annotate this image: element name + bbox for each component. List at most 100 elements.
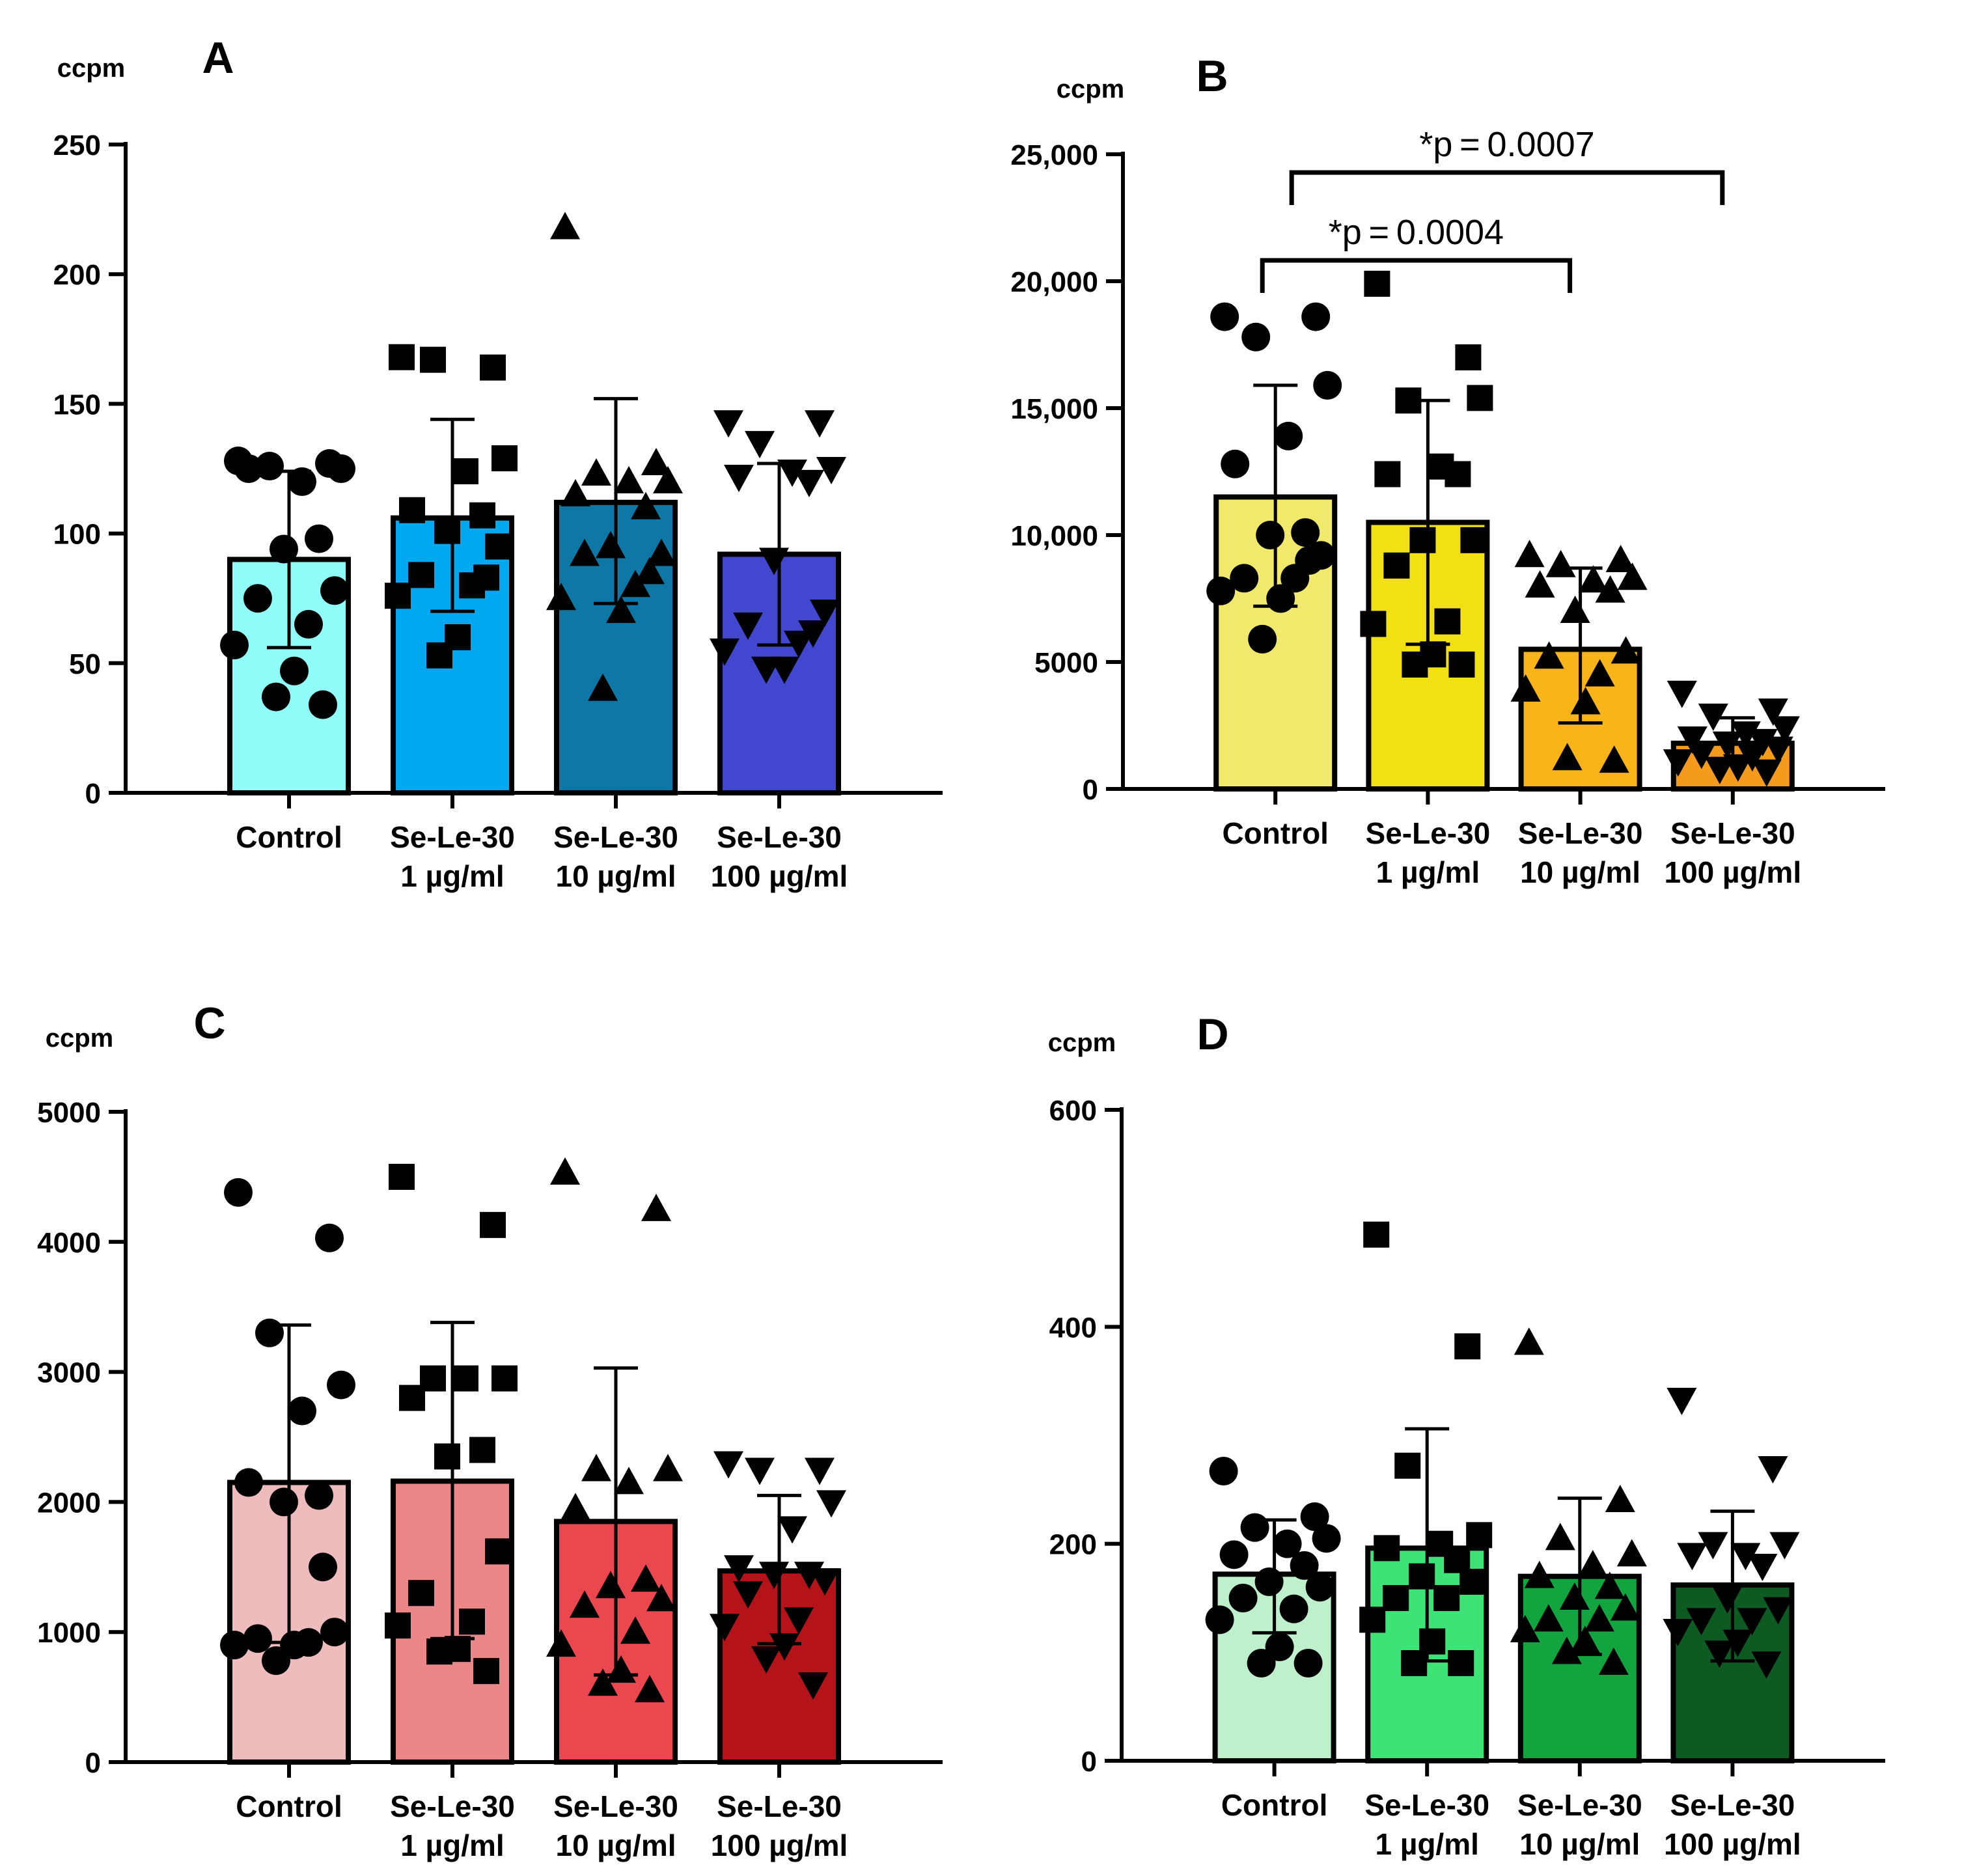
panel-a-category-label-2-1: 10 µg/ml	[555, 859, 676, 893]
panel-b-point-0-13	[1248, 624, 1277, 654]
panel-b-point-1-13	[1402, 651, 1428, 678]
panel-c-point-1-5	[399, 1385, 425, 1411]
panel-a-ytick-label-5: 250	[53, 130, 101, 161]
panel-a-category-label-1-1: 1 µg/ml	[400, 859, 504, 893]
panel-d-point-2-11	[1510, 1615, 1540, 1642]
panel-d-point-0-9	[1228, 1584, 1258, 1612]
panel-b-significance-label-1: *p = 0.0007	[1419, 125, 1594, 164]
panel-b-point-1-7	[1409, 527, 1436, 553]
panel-d-point-2-9	[1533, 1604, 1564, 1632]
panel-d-point-3-6	[1747, 1554, 1778, 1581]
panel-b-point-2-3	[1617, 562, 1648, 590]
panel-c-point-3-14	[798, 1672, 828, 1700]
panel-a-category-label-0-0: Control	[236, 820, 342, 854]
panel-b-point-0-14	[1295, 546, 1324, 575]
panel-c-point-1-4	[452, 1365, 478, 1392]
panel-a-point-2-3	[653, 465, 683, 493]
panel-a-point-3-10	[784, 630, 814, 658]
panel-a-point-3-7	[759, 547, 789, 575]
panel-a-point-0-14	[309, 690, 337, 719]
panel-d-point-3-7	[1712, 1586, 1743, 1614]
panel-c-point-1-13	[426, 1638, 452, 1665]
panel-d-point-2-5	[1524, 1560, 1555, 1588]
panel-c-point-0-2	[255, 1318, 284, 1347]
panel-c-point-1-9	[408, 1580, 434, 1607]
panel-b-letter: B	[1196, 51, 1228, 101]
panel-b-point-2-7	[1560, 596, 1590, 623]
panel-b-point-0-0	[1210, 302, 1239, 331]
panel-a-point-0-13	[262, 682, 290, 711]
panel-b-point-3-8	[1763, 736, 1793, 764]
panel-c-point-3-13	[751, 1646, 781, 1674]
panel-b-point-1-6	[1445, 461, 1471, 488]
panel-d-category-label-2-0: Se-Le-30	[1517, 1788, 1642, 1822]
panel-c-point-0-14	[309, 1552, 337, 1582]
panel-a-point-1-8	[485, 533, 511, 560]
panel-b-category-label-0-0: Control	[1222, 816, 1329, 850]
panel-a-category-label-3-1: 100 µg/ml	[711, 859, 848, 893]
panel-d-point-0-14	[1293, 1649, 1323, 1677]
panel-d-point-2-10	[1584, 1604, 1614, 1632]
panel-d-point-1-11	[1359, 1607, 1386, 1633]
panel-a-point-1-11	[385, 583, 411, 609]
panel-d-point-1-14	[1448, 1650, 1474, 1676]
panel-d-point-0-11	[1205, 1605, 1234, 1635]
panel-a-point-2-2	[581, 458, 611, 486]
panel-d-point-3-12	[1722, 1629, 1753, 1657]
panel-b-point-1-3	[1467, 385, 1493, 411]
panel-c-ytick-label-5: 5000	[37, 1097, 101, 1129]
panel-a-point-3-11	[710, 638, 740, 666]
panel-d-point-1-3	[1466, 1522, 1493, 1549]
panel-b-category-label-2-1: 10 µg/ml	[1520, 855, 1640, 889]
panel-b-significance-bracket-0	[1260, 258, 1573, 293]
panel-c-point-2-9	[570, 1590, 600, 1618]
panel-d-point-3-11	[1663, 1619, 1693, 1646]
panel-b-point-0-11	[1206, 576, 1236, 605]
panel-b-ytick-label-4: 20,000	[1010, 266, 1098, 298]
panel-a-point-0-11	[220, 630, 249, 659]
panel-c-point-3-10	[784, 1607, 814, 1635]
panel-b-point-1-8	[1460, 527, 1487, 553]
panel-a-point-1-13	[426, 642, 452, 669]
panel-a-letter: A	[202, 33, 234, 83]
panel-c-point-1-1	[480, 1211, 506, 1238]
panel-c-point-0-8	[320, 1618, 349, 1647]
panel-b-point-2-6	[1595, 575, 1625, 603]
panel-a-point-3-8	[810, 600, 840, 628]
panel-c-point-0-5	[234, 1468, 263, 1497]
panel-d-point-1-8	[1459, 1569, 1486, 1595]
panel-c-point-2-5	[560, 1493, 590, 1521]
panel-c-point-3-5	[724, 1555, 754, 1583]
panel-d-point-3-4	[1730, 1543, 1761, 1571]
panel-d-point-3-8	[1763, 1597, 1793, 1625]
panel-b-point-2-1	[1605, 545, 1636, 572]
panel-a-point-2-5	[560, 478, 590, 506]
panel-c-point-3-0	[713, 1451, 743, 1479]
panel-a-point-1-4	[452, 458, 478, 484]
panel-b-ytick-label-1: 5000	[1034, 647, 1098, 679]
panel-a-point-3-2	[745, 431, 775, 459]
panel-a-point-1-3	[491, 445, 518, 472]
panel-c-point-2-2	[581, 1454, 611, 1482]
panel-c-category-label-0-0: Control	[236, 1789, 342, 1823]
panel-d-point-2-13	[1551, 1636, 1582, 1664]
panel-b-point-3-0	[1667, 680, 1697, 708]
panel-c-category-label-1-1: 1 µg/ml	[400, 1828, 504, 1862]
panel-d-ytick-label-2: 400	[1049, 1312, 1097, 1344]
panel-b-point-3-4	[1730, 721, 1761, 749]
panel-d-point-3-10	[1737, 1608, 1767, 1636]
panel-b-significance-bracket-1	[1289, 170, 1725, 205]
panel-c-point-2-7	[596, 1571, 626, 1599]
panel-a-point-3-13	[751, 656, 781, 684]
panel-b-ylabel: ccpm	[1057, 75, 1125, 103]
panel-a-point-0-9	[243, 584, 272, 613]
panel-c-point-1-8	[485, 1538, 511, 1565]
panel-d-point-2-0	[1514, 1327, 1544, 1355]
panel-d-letter: D	[1196, 1010, 1228, 1059]
panel-a-category-label-3-0: Se-Le-30	[717, 820, 842, 854]
panel-d-point-1-0	[1363, 1221, 1390, 1248]
panel-a-point-1-14	[473, 564, 499, 591]
panel-d-point-3-3	[1769, 1532, 1800, 1560]
panel-d-point-2-14	[1598, 1648, 1629, 1675]
